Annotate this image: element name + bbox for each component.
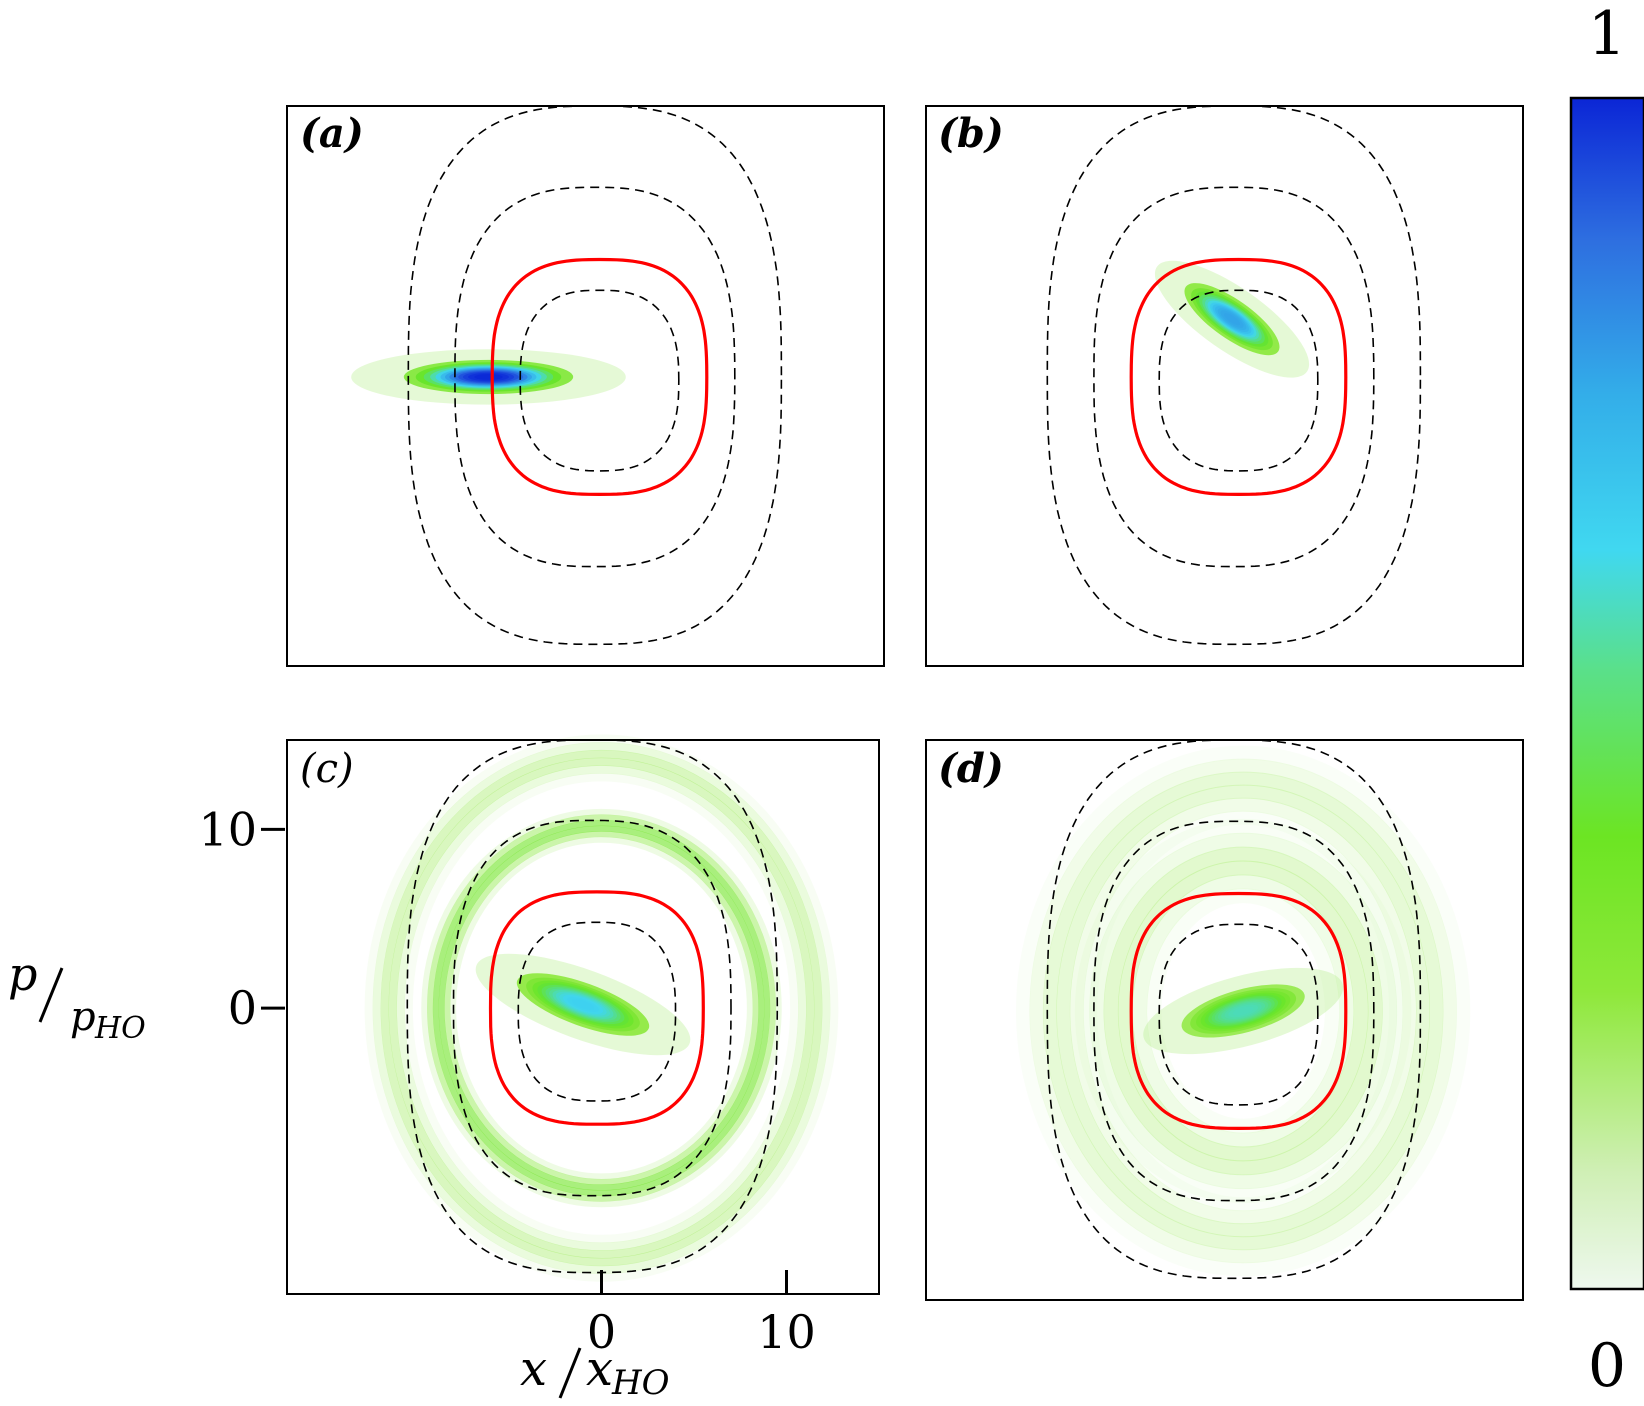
wigner-ring [1083, 810, 1404, 1212]
energy-contour-dashed [517, 921, 677, 1102]
energy-contour-dashed [1158, 289, 1319, 472]
x-axis-label-x: x [520, 1341, 547, 1397]
energy-contour-dashed [454, 186, 736, 568]
energy-contour-red [490, 257, 709, 497]
wigner-ring [1074, 818, 1412, 1204]
wigner-ring [1069, 797, 1417, 1225]
colorbar-max-label: 1 [1588, 0, 1626, 69]
panel-a [286, 105, 885, 667]
panel-background [926, 106, 1523, 666]
energy-contour-dashed [452, 819, 732, 1197]
colorbar-min-label: 0 [1588, 1331, 1626, 1401]
energy-contour-dashed [1093, 186, 1375, 568]
y-axis-label-p: p [8, 947, 37, 1001]
panel-label-d: (d) [938, 745, 1004, 792]
energy-contour-dashed [1158, 923, 1319, 1106]
energy-contour-dashed [519, 289, 680, 472]
x-axis-label: x x HO [520, 1341, 670, 1403]
wigner-packet [1223, 313, 1240, 326]
y-axis-label: p p HO [8, 947, 146, 1046]
energy-contour-dashed [1046, 105, 1422, 646]
wigner-ring [1056, 784, 1431, 1238]
energy-contour-dashed [1093, 820, 1375, 1202]
wigner-ring [1089, 832, 1398, 1190]
panel-label-a: (a) [300, 110, 364, 157]
wigner-packet [571, 999, 595, 1010]
y-axis-label-sub: HO [94, 1011, 146, 1046]
y-axis-label-slash [38, 967, 64, 1023]
x-axis-label-x2: x [586, 1341, 613, 1397]
wigner-ring [427, 814, 776, 1202]
wigner-ring [1103, 846, 1383, 1176]
y-tick-label: 0 [228, 981, 257, 1035]
energy-contour-dashed [406, 739, 779, 1274]
panel-label-c: (c) [300, 746, 354, 792]
wigner-ring [1029, 758, 1457, 1264]
wigner-ring [372, 742, 831, 1274]
axes-panel-c: 0 10 0 10 [198, 802, 815, 1359]
colorbar: 1 0 [1569, 0, 1644, 1401]
wigner-ring [388, 757, 815, 1259]
energy-contour-dashed [1046, 739, 1422, 1280]
wigner-ring [404, 773, 799, 1244]
wigner-ring [438, 825, 765, 1191]
panel-background [287, 106, 884, 666]
y-axis-label-phd: p [70, 994, 96, 1040]
panel-label-b: (b) [938, 110, 1004, 157]
x-tick-label: 10 [757, 1305, 816, 1359]
panel-frame [925, 105, 1524, 667]
energy-contour-red [488, 890, 705, 1126]
wigner-ring [1117, 860, 1369, 1162]
energy-contour-red [1129, 257, 1348, 497]
panel-frame [286, 105, 885, 667]
wigner-ring [380, 749, 823, 1267]
panel-d [925, 739, 1524, 1301]
x-axis-label-slash [558, 1347, 582, 1399]
panel-frame [286, 739, 880, 1295]
wigner-ring [396, 765, 807, 1251]
wigner-ring [432, 819, 771, 1197]
wigner-ring [1042, 771, 1444, 1251]
panel-b [925, 105, 1524, 667]
panel-frame [925, 739, 1524, 1301]
wigner-ring [421, 808, 782, 1208]
x-tick-label: 0 [587, 1305, 616, 1359]
wigner-packet [474, 374, 503, 380]
panel-c [286, 734, 880, 1295]
colorbar-bar [1569, 96, 1644, 1291]
energy-contour-dashed [407, 105, 783, 646]
y-tick-label: 10 [198, 802, 257, 856]
wigner-ring [444, 831, 759, 1185]
wigner-ring [1146, 888, 1340, 1134]
wigner-ring [1016, 745, 1471, 1277]
x-axis-label-sub: HO [611, 1363, 670, 1403]
energy-contour-red [1129, 891, 1348, 1131]
wigner-packet [1232, 1006, 1254, 1016]
